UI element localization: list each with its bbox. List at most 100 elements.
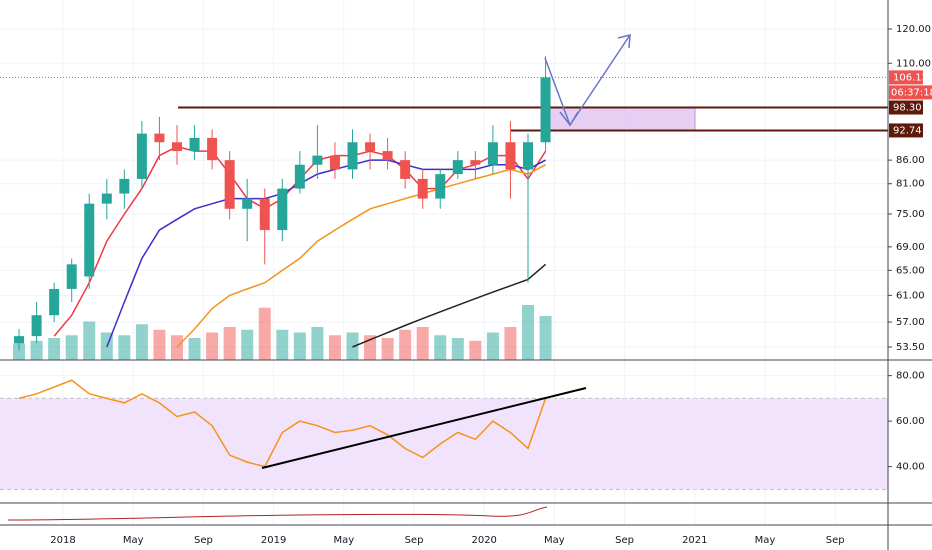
volume-bar — [522, 305, 534, 360]
candle-body — [470, 160, 481, 165]
volume-bar — [486, 332, 499, 360]
x-tick-label: Sep — [826, 535, 845, 546]
volume-bar — [135, 324, 148, 360]
candle-body — [365, 142, 376, 152]
x-tick-label: Sep — [615, 535, 634, 546]
y-tick-label: 60.00 — [896, 416, 925, 427]
x-tick-label: May — [333, 535, 354, 546]
candle-body — [329, 155, 340, 170]
x-tick-label: Sep — [194, 535, 213, 546]
axis: 120.00 110.00 86.00 81.00 75.00 69.00 65.00 61.… — [50, 24, 932, 546]
volume-bar — [434, 335, 447, 360]
candle-body — [382, 151, 393, 161]
y-tick-label: 69.00 — [896, 242, 925, 253]
volume-bar — [504, 327, 517, 360]
y-tick-label: 57.00 — [896, 317, 925, 328]
volume-bar — [399, 329, 412, 360]
x-tick-label: 2019 — [261, 535, 286, 546]
candle-body — [523, 142, 533, 170]
countdown-label: 06:37:18 — [891, 87, 932, 98]
y-tick-label: 53.50 — [896, 342, 925, 353]
lower-indicator — [7, 506, 548, 521]
volume-bar — [171, 335, 183, 360]
rsi-band — [0, 398, 888, 490]
y-tick-label: 110.00 — [896, 58, 931, 69]
x-tick-label: May — [755, 535, 776, 546]
rsi-line — [18, 379, 547, 468]
candle-body — [31, 315, 42, 337]
x-tick-label: 2020 — [471, 535, 496, 546]
volume-bar — [48, 338, 61, 360]
price-tag — [889, 123, 923, 138]
arrow-head — [559, 111, 579, 127]
volume-bar — [539, 316, 552, 360]
volume-bar — [13, 343, 26, 360]
volume-bar — [118, 335, 131, 360]
candle-body — [49, 288, 60, 316]
volume-bar — [451, 338, 464, 360]
volume-bar — [416, 327, 429, 360]
volume-bar — [311, 327, 324, 360]
y-tick-label: 80.00 — [896, 371, 925, 382]
y-tick-label: 65.00 — [896, 265, 925, 276]
volume-bar — [223, 327, 236, 360]
candle-body — [172, 142, 182, 152]
candle-body — [417, 178, 428, 199]
candle-body — [207, 137, 218, 161]
candle-body — [154, 133, 165, 143]
volume-bar — [83, 321, 96, 360]
x-tick-label: Sep — [405, 535, 424, 546]
volume-bar — [381, 338, 394, 360]
y-tick-label: 40.00 — [896, 462, 925, 473]
candle-body — [189, 137, 200, 152]
moving-average — [352, 263, 547, 348]
candle-body — [101, 193, 112, 204]
volume-bar — [206, 332, 219, 360]
candle-body — [312, 155, 323, 165]
countdown-tag — [889, 85, 932, 100]
y-tick-label: 81.00 — [896, 179, 925, 190]
price-tag-label: 98.30 — [893, 103, 922, 114]
candle-body — [452, 160, 463, 175]
x-tick-label: May — [544, 535, 565, 546]
volume-bar — [65, 335, 78, 360]
candle-body — [136, 133, 147, 179]
candle-body — [66, 264, 77, 289]
price-tag-label: 106.12 — [893, 72, 928, 83]
volume-bar — [153, 329, 166, 360]
y-tick-label: 75.00 — [896, 209, 925, 220]
y-tick-label: 86.00 — [896, 155, 925, 166]
price-tag — [889, 70, 923, 85]
candle-body — [259, 198, 270, 231]
candle-body — [347, 142, 358, 170]
candle-body — [505, 142, 516, 170]
moving-average — [106, 159, 546, 348]
volume-bar — [469, 340, 482, 360]
candle-body — [400, 160, 411, 179]
candle-body — [119, 178, 130, 194]
x-tick-label: 2018 — [50, 535, 75, 546]
candle-body — [435, 174, 446, 199]
volume-bar — [258, 307, 271, 360]
volume-bar — [188, 338, 201, 360]
x-tick-label: May — [123, 535, 144, 546]
candle-body — [277, 188, 288, 231]
volume-bar — [328, 335, 341, 360]
volume-bar — [241, 329, 254, 360]
volume-bar — [276, 329, 289, 360]
volume-bar — [30, 340, 43, 360]
arrow-head — [617, 34, 631, 49]
candle-body — [14, 336, 25, 344]
y-tick-label: 61.00 — [896, 290, 925, 301]
price-tag — [889, 100, 923, 115]
x-tick-label: 2021 — [682, 535, 707, 546]
candle-body — [242, 198, 253, 209]
rsi-trendline — [261, 387, 587, 469]
candle-body — [487, 142, 498, 165]
candle-body — [84, 203, 95, 277]
candle-body — [294, 164, 305, 189]
candle-body — [540, 77, 551, 143]
plot — [0, 56, 888, 468]
price-tag-label: 92.74 — [893, 125, 922, 136]
